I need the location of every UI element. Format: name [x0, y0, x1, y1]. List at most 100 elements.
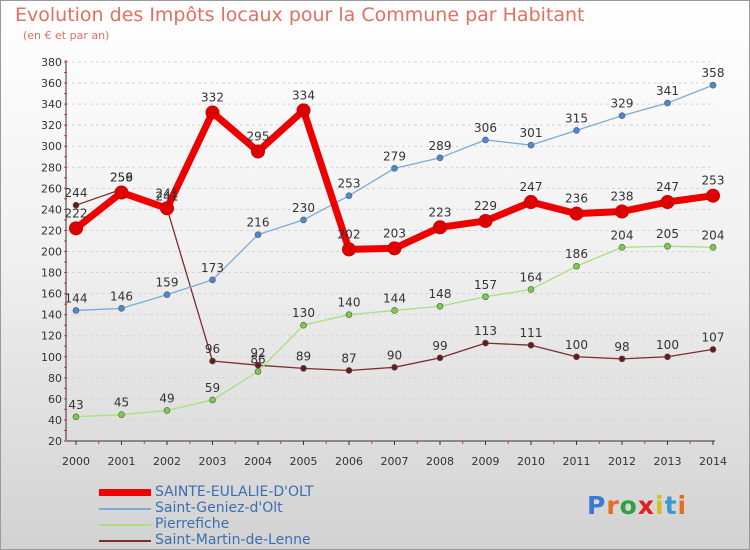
y-tick-label: 100: [41, 351, 62, 364]
data-label: 100: [656, 338, 679, 352]
x-tick-label: 2005: [290, 455, 318, 468]
chart-title: Evolution des Impôts locaux pour la Comm…: [15, 4, 585, 26]
data-label: 241: [156, 189, 179, 203]
x-tick-label: 2011: [563, 455, 591, 468]
data-label: 144: [383, 291, 406, 305]
data-label: 222: [65, 206, 88, 220]
data-point: [436, 154, 444, 162]
data-point: [664, 242, 671, 250]
line-chart: 20 40 60 80 100 120 140 160 180 200 220 240 260 280 30…: [41, 56, 727, 468]
data-point: [664, 99, 671, 107]
data-label: 329: [611, 97, 634, 111]
y-tick-label: 280: [41, 161, 62, 174]
data-point: [205, 105, 220, 120]
x-tick-label: 2014: [699, 455, 727, 468]
data-label: 100: [565, 338, 588, 352]
data-point: [709, 243, 717, 251]
legend-label: Pierrefiche: [155, 516, 230, 532]
data-point: [163, 407, 171, 414]
data-label: 289: [429, 139, 452, 153]
data-point: [664, 353, 671, 361]
data-label: 247: [656, 180, 679, 194]
y-tick-label: 160: [41, 288, 62, 301]
data-point: [391, 165, 398, 172]
legend-swatch: [99, 489, 151, 496]
y-tick-label: 120: [41, 330, 62, 343]
x-tick-label: 2002: [153, 455, 181, 468]
data-point: [69, 221, 83, 236]
data-label: 253: [338, 177, 361, 191]
logo-letter: o: [619, 491, 638, 520]
y-tick-label: 140: [41, 309, 62, 322]
data-label: 259: [110, 170, 133, 184]
data-point: [118, 411, 125, 418]
data-label: 229: [474, 199, 497, 213]
y-tick-label: 220: [41, 224, 62, 237]
data-point: [345, 311, 353, 318]
data-point: [387, 241, 402, 256]
data-point: [391, 307, 398, 314]
data-point: [660, 195, 675, 210]
data-label: 111: [520, 326, 543, 340]
y-tick-label: 240: [41, 203, 62, 216]
data-point: [118, 305, 125, 312]
data-label: 334: [292, 88, 315, 102]
y-tick-label: 340: [41, 98, 62, 111]
data-label: 244: [65, 186, 88, 200]
data-point: [436, 302, 444, 310]
legend-swatch: [99, 524, 151, 526]
legend-swatch: [99, 540, 151, 542]
data-point: [573, 353, 580, 361]
legend-label: SAINTE-EULALIE-D'OLT: [155, 484, 314, 500]
legend-swatch: [99, 508, 151, 510]
data-point: [114, 185, 129, 200]
data-point: [72, 413, 80, 421]
data-label: 202: [338, 227, 361, 241]
data-point: [618, 112, 626, 119]
data-label: 113: [474, 324, 497, 338]
data-label: 247: [520, 180, 543, 194]
data-point: [342, 242, 356, 257]
data-label: 89: [296, 349, 311, 363]
data-label: 253: [702, 174, 725, 188]
data-point: [524, 195, 538, 210]
data-label: 159: [156, 276, 179, 290]
data-point: [209, 357, 216, 365]
data-label: 223: [429, 205, 452, 219]
y-tick-label: 360: [41, 77, 62, 90]
data-label: 204: [702, 228, 725, 242]
data-point: [72, 307, 80, 314]
data-point: [618, 355, 626, 363]
legend-label: Saint-Martin-de-Lenne: [155, 532, 311, 548]
data-point: [209, 396, 216, 404]
data-point: [436, 354, 444, 362]
data-point: [615, 204, 629, 219]
data-label: 148: [429, 287, 452, 301]
y-tick-label: 260: [41, 182, 62, 195]
data-label: 216: [247, 216, 270, 230]
x-tick-label: 2013: [654, 455, 682, 468]
data-label: 203: [383, 226, 406, 240]
data-label: 164: [520, 270, 543, 284]
logo-letter: i: [655, 491, 665, 520]
y-tick-label: 180: [41, 267, 62, 280]
y-tick-label: 320: [41, 119, 62, 132]
data-label: 45: [114, 396, 129, 410]
data-point: [618, 243, 626, 251]
data-point: [527, 141, 535, 149]
data-label: 236: [565, 192, 588, 206]
data-label: 157: [474, 278, 497, 292]
y-tick-label: 200: [41, 246, 62, 259]
data-point: [254, 361, 262, 369]
data-point: [160, 201, 174, 216]
x-tick-label: 2004: [244, 455, 272, 468]
data-point: [482, 293, 489, 301]
data-label: 230: [292, 201, 315, 215]
data-label: 186: [565, 247, 588, 261]
data-label: 205: [656, 227, 679, 241]
data-label: 146: [110, 289, 133, 303]
y-tick-label: 60: [48, 393, 62, 406]
y-tick-label: 300: [41, 140, 62, 153]
logo-letter: x: [637, 491, 655, 520]
data-label: 241: [156, 186, 179, 200]
